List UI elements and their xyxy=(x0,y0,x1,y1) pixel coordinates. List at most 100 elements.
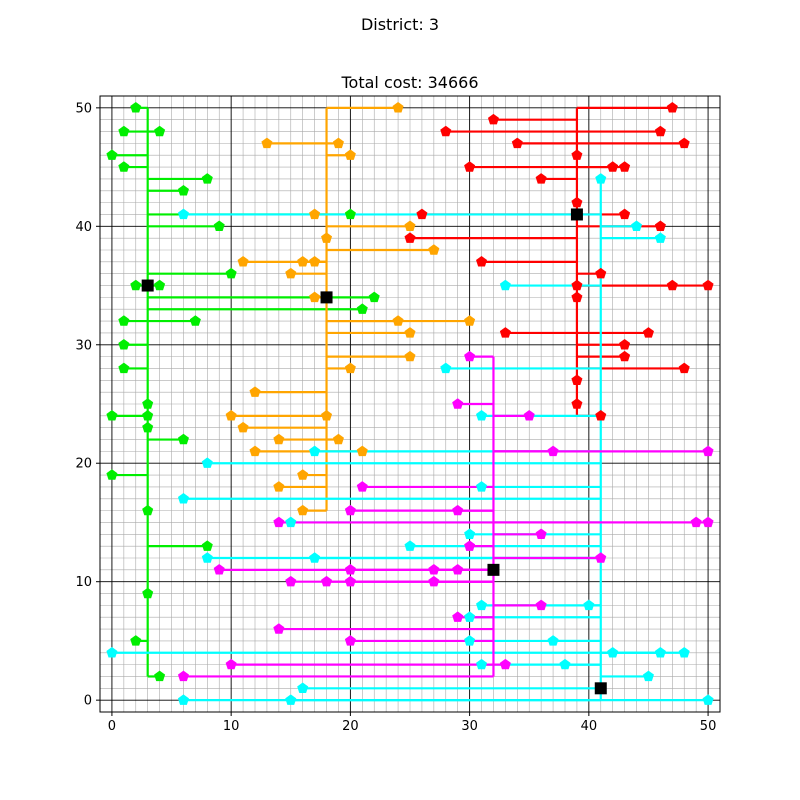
customer-point xyxy=(225,410,237,421)
customer-point xyxy=(177,433,189,445)
axes-frame xyxy=(99,95,721,713)
customer-point xyxy=(702,279,714,291)
customer-point xyxy=(225,658,237,670)
customer-point xyxy=(285,694,297,705)
customer-point xyxy=(321,410,333,421)
customer-point xyxy=(702,445,714,457)
customer-point xyxy=(344,208,356,220)
customer-point xyxy=(142,504,154,516)
customer-point xyxy=(118,338,130,350)
customer-point xyxy=(666,279,678,291)
customer-point xyxy=(297,256,309,267)
customer-point xyxy=(571,149,583,160)
customer-point xyxy=(440,125,452,137)
customer-point xyxy=(201,552,213,563)
customer-point xyxy=(666,102,678,113)
customer-point xyxy=(547,445,559,457)
customer-point xyxy=(344,362,356,374)
plot-area: 0 10 20 30 40 50 0 10 20 30 40 50 xyxy=(75,95,721,734)
customer-point xyxy=(309,445,321,457)
customer-point xyxy=(177,670,189,682)
customer-point xyxy=(428,244,440,255)
customer-point xyxy=(464,161,476,172)
customer-point xyxy=(571,279,583,291)
customer-point xyxy=(344,149,356,160)
customer-point xyxy=(499,327,511,338)
x-tick-label: 40 xyxy=(581,719,598,734)
customer-point xyxy=(702,694,714,705)
customer-point xyxy=(189,315,201,326)
customer-point xyxy=(571,398,583,409)
customer-point xyxy=(309,256,321,267)
x-tick-label: 20 xyxy=(342,719,359,734)
customer-point xyxy=(476,410,488,421)
customer-point xyxy=(654,125,666,137)
customer-point xyxy=(130,102,142,113)
customer-point xyxy=(511,137,523,149)
figure-suptitle: District: 3 xyxy=(361,15,439,34)
customer-point xyxy=(595,410,607,421)
customer-point xyxy=(321,232,333,243)
customer-point xyxy=(404,232,416,243)
customer-point xyxy=(535,173,547,184)
customer-point xyxy=(130,635,142,646)
customer-point xyxy=(344,564,356,575)
x-tick-label: 10 xyxy=(223,719,240,734)
x-tick-label: 50 xyxy=(700,719,717,734)
y-tick-label: 50 xyxy=(75,101,92,116)
customer-point xyxy=(201,540,213,551)
y-tick-label: 0 xyxy=(84,694,92,709)
customer-point xyxy=(249,386,261,397)
customer-point xyxy=(356,481,368,492)
customer-point xyxy=(416,208,428,220)
customer-point xyxy=(535,528,547,539)
x-tick-label: 0 xyxy=(108,719,116,734)
customer-point xyxy=(487,113,499,125)
y-tick-label: 10 xyxy=(75,575,92,590)
facility-marker xyxy=(320,291,333,304)
customer-point xyxy=(404,327,416,338)
customer-point xyxy=(118,362,130,374)
customer-point xyxy=(404,220,416,231)
y-tick-label: 30 xyxy=(75,338,92,353)
customer-point xyxy=(130,279,142,291)
customer-point xyxy=(177,694,189,705)
customer-point xyxy=(106,410,118,421)
customer-point xyxy=(213,564,225,575)
customer-point xyxy=(237,421,249,433)
customer-point xyxy=(499,279,511,291)
customer-point xyxy=(654,646,666,658)
customer-point xyxy=(452,564,464,575)
customer-point xyxy=(452,611,464,622)
customer-point xyxy=(464,611,476,622)
customer-point xyxy=(309,552,321,563)
customer-point xyxy=(332,137,344,149)
customer-point xyxy=(368,291,380,303)
customer-point xyxy=(154,125,166,137)
customer-point xyxy=(571,291,583,303)
customer-point xyxy=(654,220,666,231)
customer-point xyxy=(344,635,356,646)
customer-point xyxy=(273,433,285,445)
customer-point xyxy=(678,646,690,658)
x-tick-label: 30 xyxy=(461,719,478,734)
y-tick-label: 20 xyxy=(75,457,92,472)
customer-point xyxy=(344,575,356,587)
customer-point xyxy=(547,635,559,646)
customer-point xyxy=(464,528,476,539)
customer-point xyxy=(356,303,368,314)
customer-point xyxy=(702,516,714,528)
customer-point xyxy=(392,102,404,113)
facility-marker xyxy=(487,563,500,576)
customer-point xyxy=(213,220,225,231)
customer-point xyxy=(118,125,130,137)
customer-point xyxy=(690,516,702,528)
customer-point xyxy=(464,350,476,362)
customer-point xyxy=(464,315,476,326)
customer-point xyxy=(237,256,249,267)
customer-point xyxy=(285,267,297,279)
customer-point xyxy=(452,504,464,516)
customer-point xyxy=(285,575,297,587)
customer-point xyxy=(404,350,416,362)
